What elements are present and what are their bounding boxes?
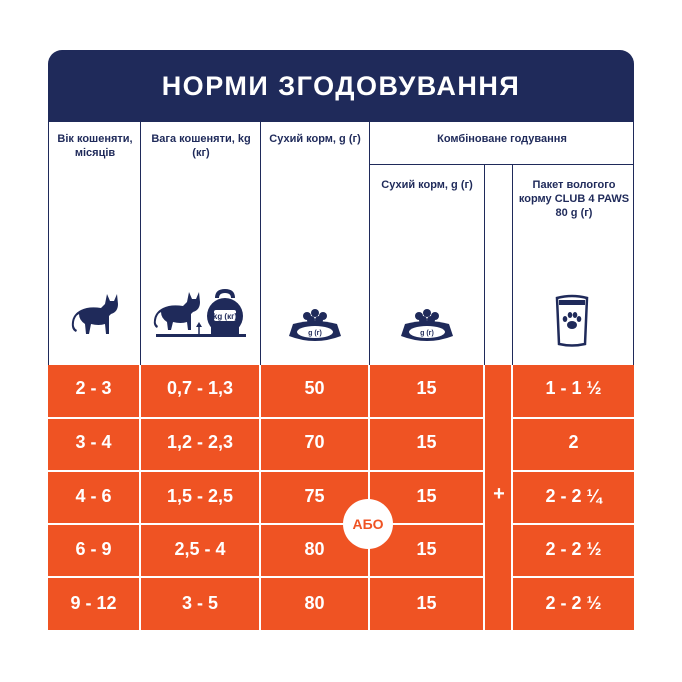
column-divider [511, 365, 513, 630]
weight-cell: 1,5 - 2,5 [166, 486, 234, 506]
age-column-header: Вік кошеняти, місяців [57, 133, 133, 159]
weight-column-header: Вага кошеняти, kg (кг) [151, 133, 251, 159]
wet-pack-cell: 2 - 2 ¼ [545, 486, 602, 506]
row-divider [48, 470, 634, 472]
dry-food-cell: 80 [304, 593, 325, 613]
food-pouch-icon [555, 294, 589, 347]
kettlebell-label: kg (кг) [213, 312, 238, 321]
plus-sign: + [493, 482, 505, 505]
age-cell: 2 - 3 [75, 378, 112, 398]
weight-cell: 3 - 5 [181, 593, 219, 613]
dry-food-cell: 70 [304, 432, 325, 452]
column-divider [259, 365, 261, 630]
table-header: НОРМИ ЗГОДОВУВАННЯ [48, 50, 634, 122]
weight-cell: 1,2 - 2,3 [166, 432, 234, 452]
dry-food-cell: 75 [304, 486, 325, 506]
bowl-label: g (г) [308, 330, 322, 337]
column-divider [140, 122, 141, 365]
row-divider [48, 523, 634, 525]
row-divider [48, 417, 634, 419]
combined-dry-cell: 15 [416, 432, 437, 452]
combined-feeding-header: Комбіноване годування [437, 133, 567, 145]
wet-pack-cell: 2 - 2 ½ [545, 593, 602, 613]
age-cell: 9 - 12 [70, 593, 117, 613]
weight-cell: 0,7 - 1,3 [166, 378, 234, 398]
combined-dry-column-header: Сухий корм, g (г) [381, 179, 473, 191]
age-cell: 4 - 6 [75, 486, 112, 506]
wet-pack-cell: 2 [568, 432, 579, 452]
bowl-label: g (г) [420, 330, 434, 337]
combined-dry-cell: 15 [416, 593, 437, 613]
column-divider [484, 164, 485, 365]
column-divider [483, 365, 485, 630]
feeding-table: НОРМИ ЗГОДОВУВАННЯ Вік кошеняти, місяців… [48, 50, 634, 630]
age-cell: 3 - 4 [75, 432, 112, 452]
combined-dry-cell: 15 [416, 378, 437, 398]
dry-food-cell: 50 [304, 378, 325, 398]
weight-cell: 2,5 - 4 [174, 539, 226, 559]
food-bowl-icon: g (г) [289, 309, 341, 341]
page-title: НОРМИ ЗГОДОВУВАННЯ [161, 70, 521, 101]
wet-pack-cell: 2 - 2 ½ [545, 539, 602, 559]
column-divider [139, 365, 141, 630]
column-divider [260, 122, 261, 365]
or-badge: АБО [343, 499, 393, 549]
combined-dry-cell: 15 [416, 486, 437, 506]
combined-divider [369, 164, 634, 165]
column-divider [512, 164, 513, 365]
cat-scale-icon: kg (кг) [153, 288, 246, 337]
row-divider [48, 576, 634, 578]
table-body [48, 365, 634, 630]
plus-column [485, 365, 511, 630]
wet-pack-cell: 1 - 1 ½ [545, 378, 602, 398]
cat-icon [71, 294, 118, 334]
column-divider [369, 122, 370, 365]
dry-food-column-header: Сухий корм, g (г) [269, 133, 361, 145]
column-headers: Вік кошеняти, місяців Вага кошеняти, kg … [48, 122, 634, 365]
combined-dry-cell: 15 [416, 539, 437, 559]
age-cell: 6 - 9 [75, 539, 112, 559]
column-divider [368, 365, 370, 630]
dry-food-cell: 80 [304, 539, 325, 559]
food-bowl-icon: g (г) [401, 309, 453, 341]
wet-pack-column-header: Пакет вологого корму CLUB 4 PAWS 80 g (г… [518, 179, 630, 219]
